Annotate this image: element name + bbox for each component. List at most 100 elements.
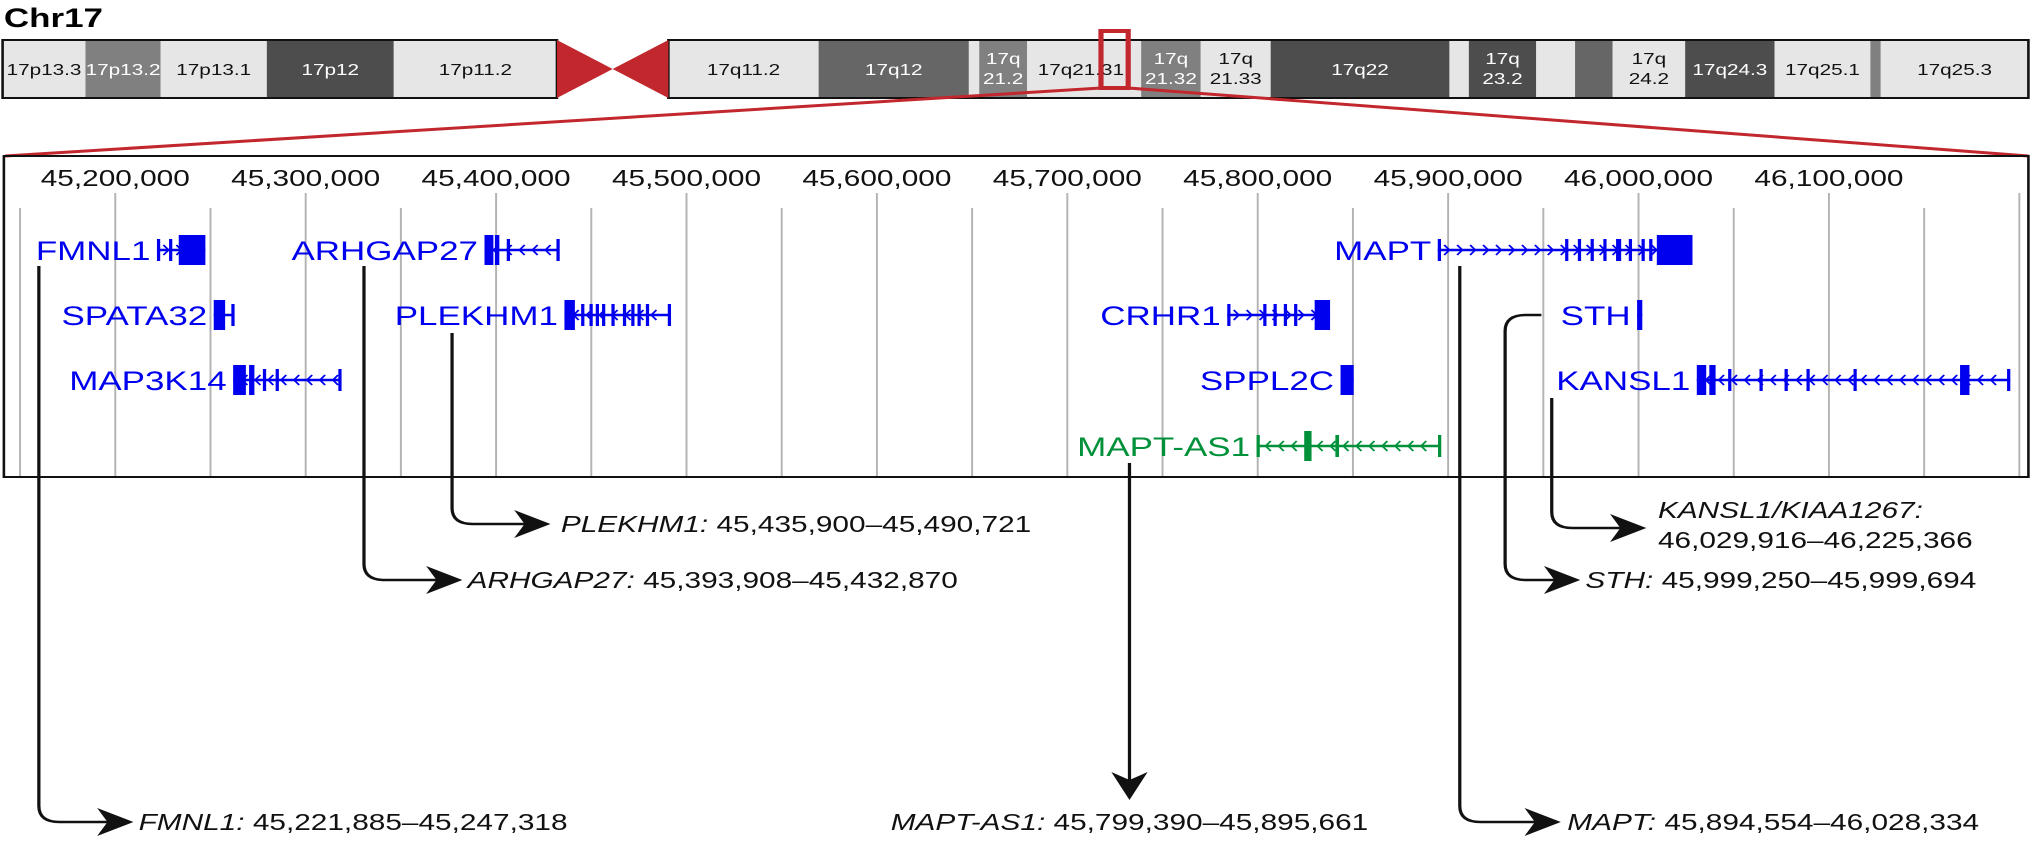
exon xyxy=(1227,304,1231,326)
callout-mapt-as1: MAPT-AS1: 45,799,390–45,895,661 xyxy=(891,809,1369,835)
band-fill xyxy=(1270,40,1450,98)
exon xyxy=(1784,369,1788,391)
band-label: 21.32 xyxy=(1145,69,1197,87)
zoom-region-highlight xyxy=(5,29,2029,158)
band-label: 17p12 xyxy=(301,60,359,78)
strand-chevron-icon xyxy=(1277,440,1285,452)
callout-mapt: MAPT: 45,894,554–46,028,334 xyxy=(1567,809,1979,835)
strand-chevron-icon xyxy=(1443,244,1451,256)
arrow-arhgap27-icon xyxy=(426,566,463,594)
callout-labels: PLEKHM1: 45,435,900–45,490,721 ARHGAP27:… xyxy=(139,497,1980,835)
tick-label: 45,300,000 xyxy=(231,165,380,191)
gene-mapt-as1[interactable]: MAPT-AS1 xyxy=(1077,431,1442,462)
gene-label: PLEKHM1 xyxy=(395,301,558,331)
gene-spata32[interactable]: SPATA32 xyxy=(61,300,235,331)
strand-chevron-icon xyxy=(305,374,313,386)
gene-panel-frame xyxy=(2,155,2030,478)
band-17q12: 17q12 xyxy=(818,40,969,98)
gene-map3k14[interactable]: MAP3K14 xyxy=(69,365,342,396)
gene-label: MAP3K14 xyxy=(69,366,226,396)
strand-chevron-icon xyxy=(1316,440,1324,452)
strand-chevron-icon xyxy=(1717,374,1725,386)
coding-exon xyxy=(564,300,575,330)
band-label: 17p13.1 xyxy=(176,60,251,78)
gene-fmnl1[interactable]: FMNL1 xyxy=(36,235,206,266)
gene-label: SPPL2C xyxy=(1200,366,1334,396)
strand-chevron-icon xyxy=(1342,440,1350,452)
strand-chevron-icon xyxy=(1847,374,1855,386)
strand-chevron-icon xyxy=(1834,374,1842,386)
band-17q22: 17q22 xyxy=(1270,40,1450,98)
band-fill xyxy=(968,40,980,98)
gene-arhgap27[interactable]: ARHGAP27 xyxy=(291,235,560,266)
exon xyxy=(1853,369,1857,391)
band-fill xyxy=(1612,40,1686,98)
band-fill xyxy=(818,40,969,98)
axis-ticks: 45,200,000 45,300,000 45,400,000 45,500,000… xyxy=(41,165,1904,191)
coding-exon xyxy=(1696,365,1707,395)
band-q-gap-11 xyxy=(1536,40,1576,98)
arrow-kansl1-icon xyxy=(1610,514,1647,542)
band-label: 17p13.2 xyxy=(86,60,161,78)
strand-chevron-icon xyxy=(1297,309,1305,321)
band-fill xyxy=(393,40,557,98)
band-label: 17q21.31 xyxy=(1038,60,1124,78)
exon xyxy=(1577,239,1582,261)
callout-arrowheads xyxy=(97,510,1647,836)
gene-sppl2c[interactable]: SPPL2C xyxy=(1200,365,1354,396)
strand-chevron-icon xyxy=(1284,309,1292,321)
gene-label: MAPT-AS1 xyxy=(1077,432,1250,462)
exon xyxy=(275,369,279,391)
exon xyxy=(667,304,672,326)
band-label: 17q xyxy=(986,49,1021,67)
strand-chevron-icon xyxy=(1534,244,1542,256)
gene-label: CRHR1 xyxy=(1100,301,1220,331)
band-label: 17q25.3 xyxy=(1917,60,1992,78)
gene-label: MAPT xyxy=(1334,236,1431,266)
strand-chevron-icon xyxy=(1950,374,1958,386)
gridlines xyxy=(19,193,2021,476)
strand-chevron-icon xyxy=(1730,374,1738,386)
band-label: 24.2 xyxy=(1629,69,1669,87)
strand-chevron-icon xyxy=(1367,440,1376,452)
exon xyxy=(1273,304,1277,326)
exon xyxy=(611,304,615,326)
gene-kansl1[interactable]: KANSL1 xyxy=(1556,365,2011,396)
strand-chevron-icon xyxy=(1898,374,1907,386)
gene-crhr1[interactable]: CRHR1 xyxy=(1100,300,1331,331)
gene-sth[interactable]: STH xyxy=(1561,300,1643,331)
band-fill xyxy=(85,40,161,98)
strand-chevron-icon xyxy=(279,374,288,386)
strand-chevron-icon xyxy=(162,244,170,256)
band-label: 17q12 xyxy=(865,60,923,78)
exon xyxy=(338,369,342,391)
band-fill xyxy=(1468,40,1537,98)
callout-connectors xyxy=(37,266,1627,824)
strand-chevron-icon xyxy=(1937,374,1945,386)
strand-chevron-icon xyxy=(1769,374,1777,386)
exon xyxy=(622,304,627,326)
band-fill xyxy=(160,40,267,98)
strand-chevron-icon xyxy=(1924,374,1932,386)
strand-chevron-icon xyxy=(1976,374,1984,386)
strand-chevron-icon xyxy=(531,244,539,256)
band-label: 17q22 xyxy=(1331,60,1389,78)
strand-chevron-icon xyxy=(1547,244,1555,256)
strand-chevron-icon xyxy=(1380,440,1389,452)
exon xyxy=(581,304,585,326)
gene-plekhm1[interactable]: PLEKHM1 xyxy=(395,300,672,331)
strand-chevron-icon xyxy=(1911,374,1920,386)
tick-label: 45,800,000 xyxy=(1183,165,1332,191)
coding-exon xyxy=(1656,235,1693,265)
callout-sth: STH: 45,999,250–45,999,694 xyxy=(1585,567,1976,593)
gene-label: FMNL1 xyxy=(36,236,151,266)
gene-mapt[interactable]: MAPT xyxy=(1334,235,1693,266)
gene-label: STH xyxy=(1561,301,1631,331)
band-17p13.2: 17p13.2 xyxy=(85,40,161,98)
chromosome-title: Chr17 xyxy=(4,3,103,33)
exon xyxy=(556,239,560,261)
band-fill xyxy=(1200,40,1271,98)
band-17q21.33: 17q 21.33 xyxy=(1200,40,1271,98)
strand-chevron-icon xyxy=(518,244,526,256)
band-17p12: 17p12 xyxy=(266,40,394,98)
